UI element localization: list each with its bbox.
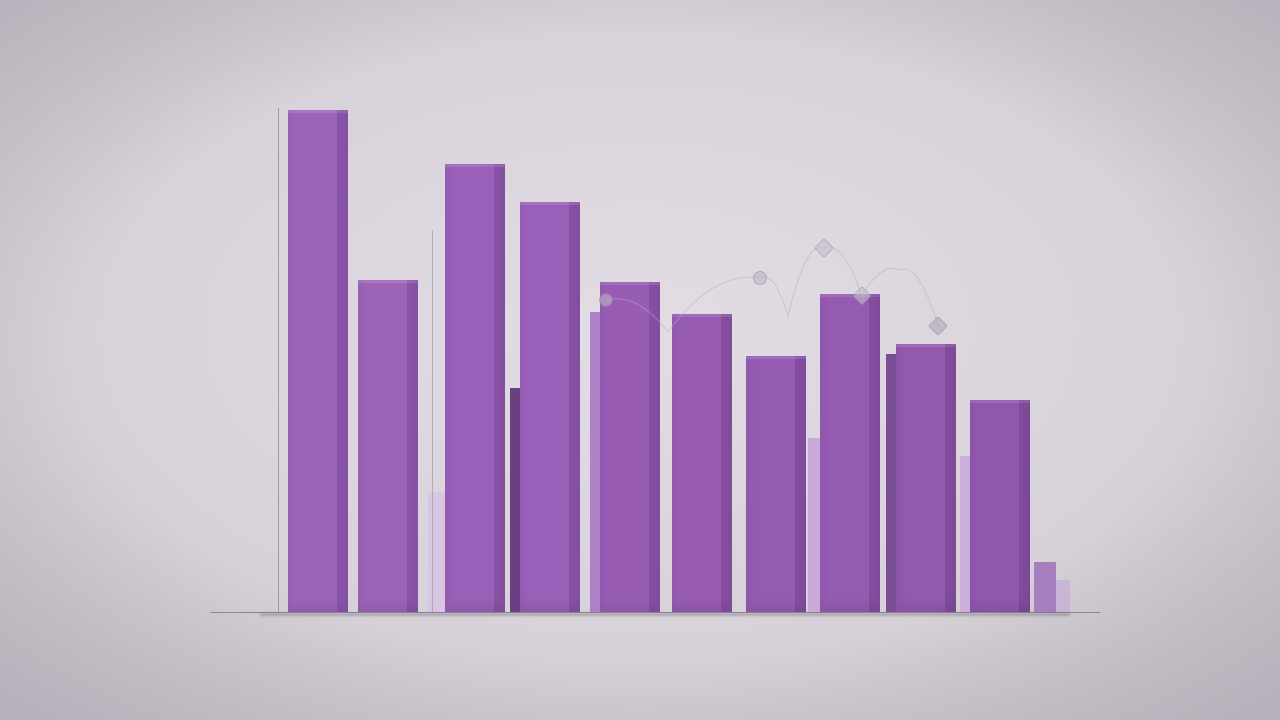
chart-marker bbox=[814, 238, 834, 258]
chart-marker bbox=[599, 293, 613, 307]
chart-stage bbox=[0, 0, 1280, 720]
chart-marker bbox=[852, 286, 872, 306]
chart-marker bbox=[753, 271, 767, 285]
markers-layer bbox=[0, 0, 1280, 720]
chart-marker bbox=[928, 316, 948, 336]
